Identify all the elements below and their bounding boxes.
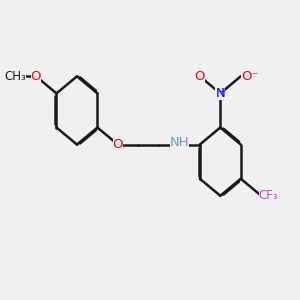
Text: CF₃: CF₃: [259, 189, 278, 202]
Text: O⁻: O⁻: [242, 70, 259, 83]
Text: NH: NH: [169, 136, 189, 148]
Text: +: +: [218, 87, 225, 96]
Text: CH₃: CH₃: [4, 70, 26, 83]
Text: O: O: [195, 70, 205, 83]
Text: O: O: [113, 138, 123, 151]
Text: N: N: [215, 87, 225, 100]
Text: O: O: [31, 70, 41, 83]
